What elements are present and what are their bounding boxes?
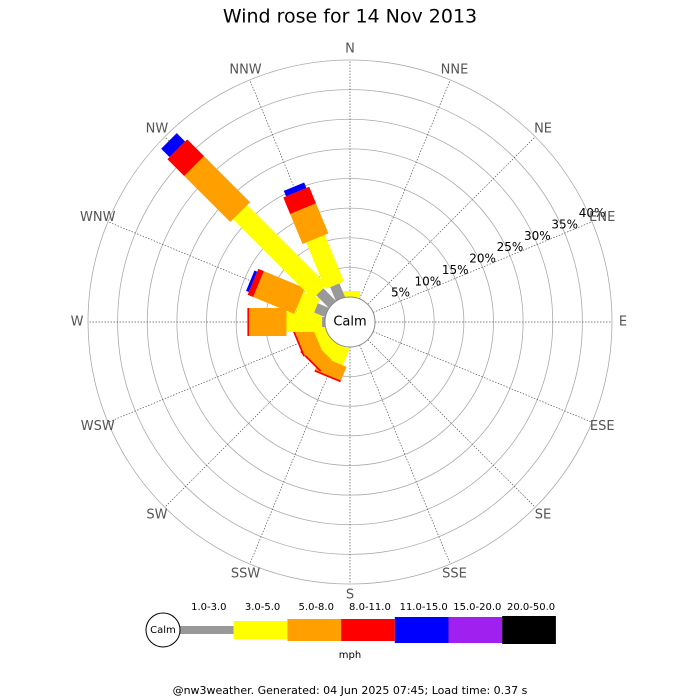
legend-label: 20.0-50.0 (507, 602, 555, 613)
rose-segment (316, 288, 336, 308)
legend-label: 11.0-15.0 (400, 602, 448, 613)
direction-label: SSE (442, 567, 467, 582)
spoke (164, 339, 333, 508)
footer: @nw3weather. Generated: 04 Jun 2025 07:4… (173, 684, 528, 697)
legend-label: 1.0-3.0 (191, 602, 226, 613)
legend-swatch (448, 617, 503, 643)
grid-ring (87, 59, 613, 585)
legend-swatch (502, 616, 556, 644)
legend-calm-label: Calm (150, 625, 176, 636)
r-tick-label: 40% (579, 206, 606, 220)
direction-label: WNW (80, 210, 116, 225)
direction-label: WSW (81, 419, 115, 434)
spoke (372, 221, 593, 313)
rose-segment (253, 271, 305, 315)
direction-label: NNE (441, 62, 469, 77)
direction-label: NW (146, 121, 169, 136)
spoke (367, 136, 536, 305)
legend-label: 3.0-5.0 (245, 602, 280, 613)
spoke (107, 331, 328, 423)
rose-segment (184, 156, 251, 223)
spoke (249, 344, 341, 565)
rose-segment (340, 291, 360, 297)
direction-label: ESE (590, 419, 615, 434)
direction-label: N (345, 42, 355, 57)
direction-label: SE (535, 508, 551, 523)
calm-label: Calm (333, 315, 366, 330)
rose-segment (314, 369, 341, 383)
spoke (367, 339, 536, 508)
unit-label: mph (339, 650, 361, 661)
legend-calm-circle (145, 612, 181, 648)
direction-label: ENE (589, 210, 615, 225)
r-tick-label: 30% (524, 229, 551, 243)
chart-title: Wind rose for 14 Nov 2013 (223, 6, 477, 28)
r-tick-label: 15% (442, 263, 469, 277)
rose-segment (314, 303, 329, 318)
direction-label: S (346, 588, 354, 603)
spoke (372, 331, 593, 423)
legend-swatch (287, 619, 342, 641)
rose-segment (233, 205, 327, 299)
r-tick-label: 10% (415, 274, 442, 288)
calm-circle (324, 296, 376, 348)
r-tick-label: 5% (391, 286, 410, 300)
r-tick-label: 20% (469, 252, 496, 266)
rose-segment (290, 203, 329, 245)
rose-segment (286, 312, 323, 332)
rose-segment (247, 308, 250, 336)
rose-segment (306, 234, 345, 290)
rose-segment (300, 350, 322, 372)
r-tick-label: 35% (551, 218, 578, 232)
rose-segment (322, 317, 326, 327)
legend-label: 5.0-8.0 (299, 602, 334, 613)
legend-swatch (233, 621, 288, 639)
legend-swatch (180, 626, 234, 634)
rose-segment (246, 270, 258, 292)
r-tick-label: 25% (497, 240, 524, 254)
legend-label: 8.0-11.0 (349, 602, 391, 613)
rose-segment (283, 182, 307, 197)
direction-label: E (619, 315, 627, 330)
direction-label: W (71, 315, 84, 330)
spoke (359, 344, 451, 565)
grid-ring (235, 207, 465, 437)
rose-segment (249, 308, 287, 336)
direction-label: SSW (231, 567, 261, 582)
rose-segment (283, 186, 316, 214)
direction-label: NE (534, 121, 552, 136)
legend-swatch (341, 619, 395, 641)
rose-segment (167, 139, 204, 176)
rose-segment (330, 283, 346, 301)
rose-segment (295, 291, 320, 318)
legend-swatch (394, 617, 449, 643)
rose-segment (247, 268, 264, 298)
spoke (359, 79, 451, 300)
direction-label: SW (146, 508, 167, 523)
direction-label: NNW (229, 62, 261, 77)
rose-segment (292, 329, 305, 357)
legend-label: 15.0-20.0 (453, 602, 501, 613)
rose-segment (161, 133, 186, 158)
